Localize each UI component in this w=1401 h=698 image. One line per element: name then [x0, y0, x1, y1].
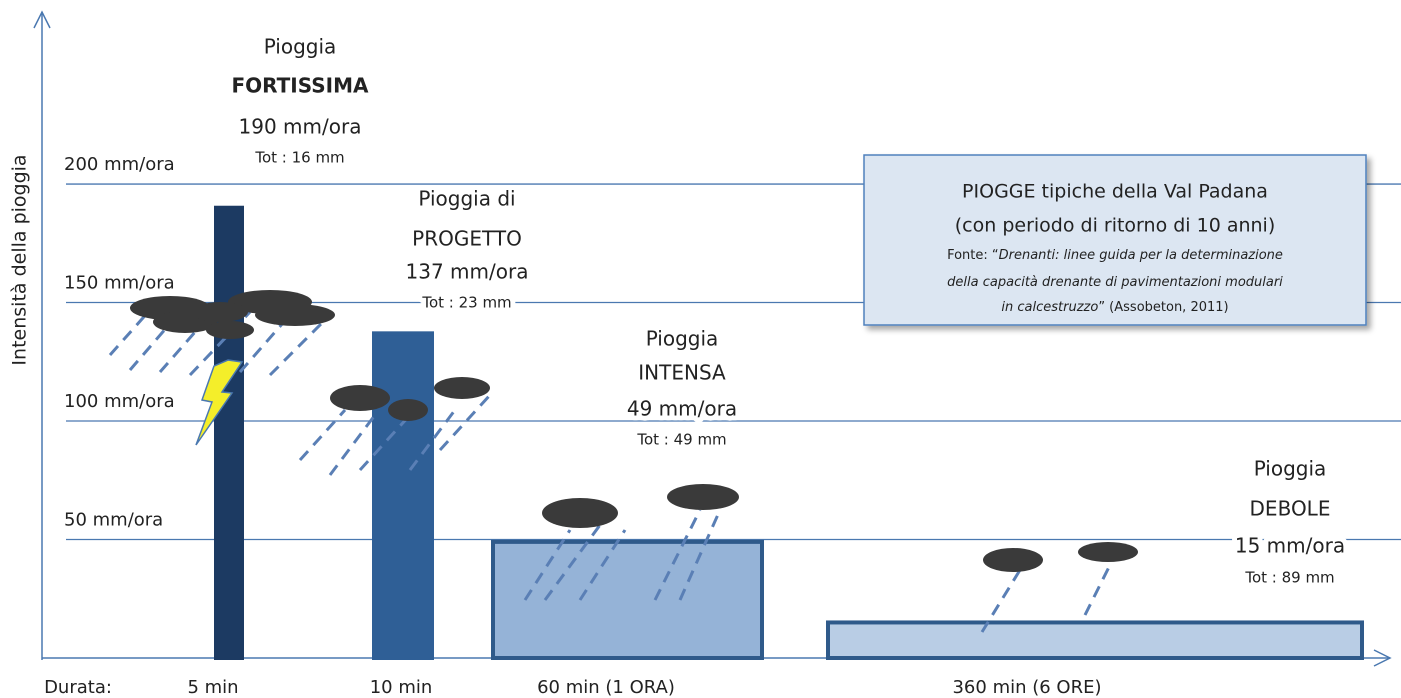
- value-label: 15 mm/ora: [1235, 534, 1345, 558]
- y-axis-label: Intensità della pioggia: [9, 154, 31, 365]
- bar-name: INTENSA: [638, 361, 726, 385]
- bar: [828, 622, 1362, 658]
- note-source: Fonte: “Drenanti: linee guida per la det…: [947, 248, 1283, 263]
- chart: Intensità della pioggia Durata: 50 mm/or…: [0, 0, 1401, 698]
- total-label: Tot : 16 mm: [254, 149, 344, 167]
- bar-name: Pioggia: [1254, 457, 1327, 481]
- x-tick-label: 10 min: [370, 677, 433, 698]
- bar: [374, 333, 432, 658]
- bar-name: FORTISSIMA: [232, 74, 370, 98]
- x-tick-label: 5 min: [187, 677, 238, 698]
- total-label: Tot : 49 mm: [636, 431, 726, 449]
- note-source-part: della capacità drenante di pavimentazion…: [947, 275, 1283, 290]
- value-label: 137 mm/ora: [406, 260, 529, 284]
- y-tick-label: 150 mm/ora: [64, 273, 175, 294]
- y-tick-label: 200 mm/ora: [64, 154, 175, 175]
- note-source: della capacità drenante di pavimentazion…: [947, 275, 1283, 290]
- note-source-part: ” (Assobeton, 2011): [1098, 300, 1228, 315]
- bar: [216, 208, 242, 658]
- note-source-part: Drenanti: linee guida per la determinazi…: [999, 248, 1283, 263]
- x-tick-label: 360 min (6 ORE): [952, 677, 1101, 698]
- y-tick-label: 50 mm/ora: [64, 510, 163, 531]
- bar-name: Pioggia di: [418, 187, 515, 211]
- bar-name: PROGETTO: [412, 227, 522, 251]
- x-tick-label: 60 min (1 ORA): [537, 677, 675, 698]
- note-source-part: in calcestruzzo: [1001, 300, 1098, 315]
- value-label: 190 mm/ora: [239, 115, 362, 139]
- total-label: Tot : 89 mm: [1244, 569, 1334, 587]
- value-label: 49 mm/ora: [627, 397, 737, 421]
- note-source: in calcestruzzo” (Assobeton, 2011): [1001, 300, 1228, 315]
- bar-name: Pioggia: [264, 35, 337, 59]
- note-source-part: Fonte: “: [947, 248, 999, 263]
- bar-name: Pioggia: [646, 327, 719, 351]
- bar: [493, 542, 762, 658]
- note-title: PIOGGE tipiche della Val Padana: [962, 181, 1268, 203]
- cloud-decoration: [130, 290, 1138, 572]
- x-axis-label: Durata:: [44, 677, 112, 698]
- total-label: Tot : 23 mm: [421, 294, 511, 312]
- y-tick-label: 100 mm/ora: [64, 391, 175, 412]
- note-title: (con periodo di ritorno di 10 anni): [955, 215, 1276, 237]
- bar-name: DEBOLE: [1250, 497, 1331, 521]
